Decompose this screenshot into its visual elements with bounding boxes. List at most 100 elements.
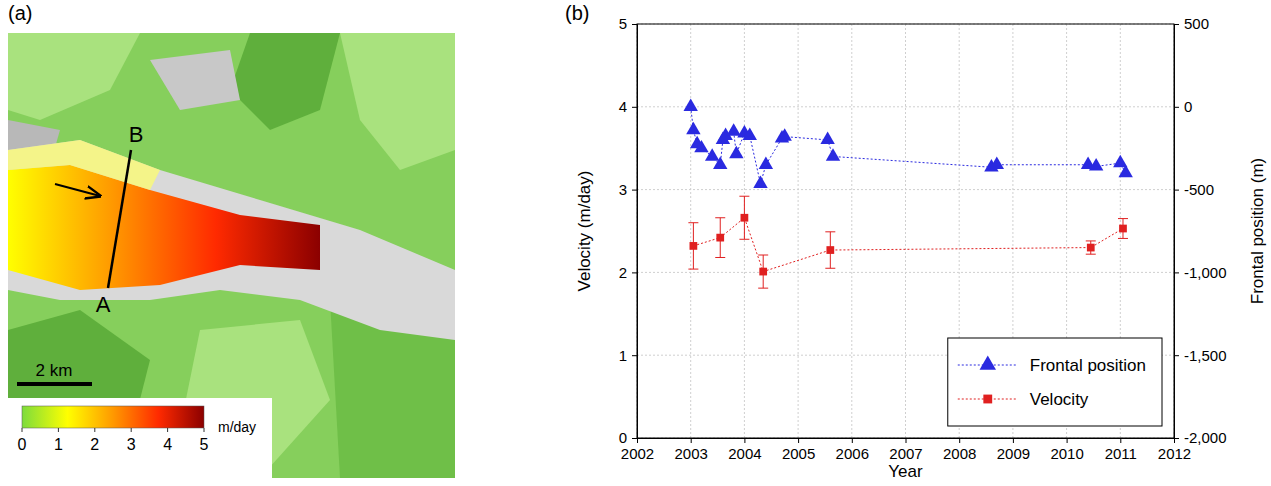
colorbar-tick-label: 5 — [200, 436, 209, 453]
y-axis-line — [632, 25, 638, 439]
plot-area — [683, 98, 1132, 288]
figure: (a)AB2 km012345m/day(b)20022003200420052… — [0, 0, 1271, 486]
colorbar-tick — [131, 428, 132, 432]
tick-mark — [632, 190, 637, 191]
colorbar-tick-label: 0 — [18, 436, 27, 453]
tick-mark — [632, 272, 637, 273]
tick-mark — [1174, 438, 1179, 439]
colorbar-tick-label: 3 — [127, 436, 136, 453]
tick-label: 0 — [619, 429, 627, 446]
scale-bar — [17, 382, 92, 386]
grid-line — [637, 106, 1174, 107]
marker — [743, 127, 757, 139]
tick-mark — [1174, 107, 1179, 108]
y-axis-title: Velocity (m/day) — [575, 171, 594, 292]
tick: 2008 — [943, 438, 976, 462]
marker — [713, 156, 727, 168]
marker — [759, 156, 773, 168]
error-bar-cap — [1118, 238, 1128, 239]
tick: 2 — [619, 264, 637, 281]
marker — [690, 242, 698, 250]
grid-line — [690, 24, 691, 438]
marker — [1089, 158, 1103, 170]
tick-label: 2006 — [836, 445, 869, 462]
error-bar-cap — [688, 222, 698, 223]
error-bar-cap — [715, 257, 725, 258]
tick: 500 — [1174, 15, 1209, 32]
map-background — [8, 33, 455, 478]
marker — [683, 98, 697, 110]
colorbar-label: m/day — [218, 419, 256, 435]
tick: -1,500 — [1174, 347, 1227, 364]
error-bar-cap — [739, 196, 749, 197]
tick-mark — [632, 438, 637, 439]
legend-marker — [983, 395, 992, 404]
tick-label: 2002 — [621, 445, 654, 462]
grid-line — [637, 189, 1174, 190]
colorbar-tick-label: 2 — [90, 436, 99, 453]
profile-line — [108, 150, 131, 288]
y2-axis-title: Frontal position (m) — [1248, 158, 1267, 304]
colorbar-tick — [22, 428, 23, 432]
legend-box — [948, 338, 1162, 426]
tick-label: 2003 — [675, 445, 708, 462]
x-axis: 2002200320042005200620072008200920102011… — [621, 438, 1191, 462]
glacier — [8, 140, 455, 340]
tick-label: 2012 — [1158, 445, 1191, 462]
marker — [777, 128, 791, 140]
tick-label: 3 — [619, 181, 627, 198]
tick-mark — [632, 24, 637, 25]
marker — [826, 148, 840, 160]
marker — [759, 268, 767, 276]
tick: 2004 — [728, 438, 761, 462]
marker — [741, 214, 749, 222]
panel-label: (a) — [8, 2, 32, 24]
velocity-edge — [8, 140, 160, 190]
tick-label: 2005 — [782, 445, 815, 462]
tick: 2005 — [782, 438, 815, 462]
grid-line — [798, 24, 799, 438]
tick-label: 0 — [1184, 98, 1192, 115]
marker — [990, 156, 1004, 168]
marker — [753, 175, 767, 187]
tick-label: 2007 — [889, 445, 922, 462]
colorbar-tick-label: 1 — [54, 436, 63, 453]
series-line — [693, 218, 1123, 272]
tick-label: -1,500 — [1184, 347, 1227, 364]
tick: 5 — [619, 15, 637, 32]
colorbar-tick-label: 4 — [163, 436, 172, 453]
tick: 1 — [619, 347, 637, 364]
profile-end-label: B — [129, 122, 144, 147]
marker — [705, 148, 719, 160]
marker — [1087, 244, 1095, 252]
flow-arrow — [55, 184, 100, 196]
tick-label: 2008 — [943, 445, 976, 462]
panel-label: (b) — [565, 2, 589, 24]
error-bar-cap — [715, 217, 725, 218]
grid — [637, 24, 1174, 438]
tick: 0 — [619, 429, 637, 446]
tick: 2009 — [997, 438, 1030, 462]
grid-line — [905, 24, 906, 438]
marker — [686, 122, 700, 134]
terrain — [340, 33, 455, 170]
tick-mark — [1120, 438, 1121, 443]
tick-label: -2,000 — [1184, 429, 1227, 446]
legend: Frontal positionVelocity — [948, 338, 1162, 426]
tick-label: 2004 — [728, 445, 761, 462]
error-bar-cap — [825, 268, 835, 269]
grid-line — [637, 272, 1174, 273]
tick-mark — [1013, 438, 1014, 443]
tick-mark — [906, 438, 907, 443]
tick: 4 — [619, 98, 637, 115]
tick-label: 2010 — [1050, 445, 1083, 462]
error-bar-cap — [688, 269, 698, 270]
tick-mark — [691, 438, 692, 443]
tick-mark — [632, 355, 637, 356]
error-bar-cap — [739, 239, 749, 240]
marker — [1118, 165, 1132, 177]
colorbar-tick — [167, 428, 168, 432]
colorbar — [22, 406, 204, 428]
error-bar-cap — [1086, 254, 1096, 255]
series-line — [691, 107, 1126, 184]
